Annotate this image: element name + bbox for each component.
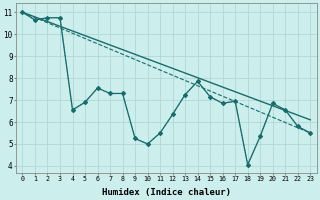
X-axis label: Humidex (Indice chaleur): Humidex (Indice chaleur)	[102, 188, 231, 197]
